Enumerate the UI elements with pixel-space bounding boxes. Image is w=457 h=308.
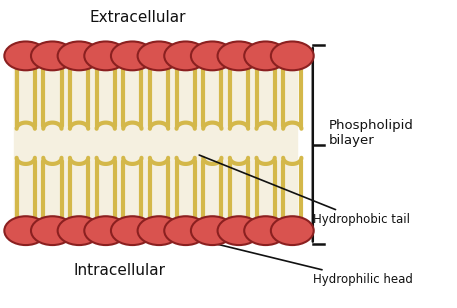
- Circle shape: [271, 42, 314, 70]
- Circle shape: [164, 42, 207, 70]
- Circle shape: [58, 216, 101, 245]
- Circle shape: [111, 216, 154, 245]
- Circle shape: [191, 42, 234, 70]
- Circle shape: [271, 216, 314, 245]
- Circle shape: [218, 42, 260, 70]
- Circle shape: [191, 216, 234, 245]
- Text: Intracellular: Intracellular: [73, 263, 165, 278]
- Circle shape: [244, 42, 287, 70]
- Circle shape: [84, 216, 127, 245]
- Circle shape: [138, 216, 181, 245]
- Circle shape: [84, 42, 127, 70]
- Circle shape: [4, 42, 47, 70]
- Text: Hydrophobic tail: Hydrophobic tail: [199, 155, 410, 226]
- Text: Hydrophilic head: Hydrophilic head: [183, 236, 413, 286]
- Circle shape: [58, 42, 101, 70]
- Circle shape: [111, 42, 154, 70]
- Circle shape: [4, 216, 47, 245]
- Circle shape: [138, 42, 181, 70]
- Text: Extracellular: Extracellular: [89, 10, 186, 25]
- Circle shape: [244, 216, 287, 245]
- Bar: [14, 63, 297, 223]
- Circle shape: [31, 216, 74, 245]
- Circle shape: [218, 216, 260, 245]
- Circle shape: [164, 216, 207, 245]
- Text: Phospholipid
bilayer: Phospholipid bilayer: [329, 119, 414, 147]
- Circle shape: [31, 42, 74, 70]
